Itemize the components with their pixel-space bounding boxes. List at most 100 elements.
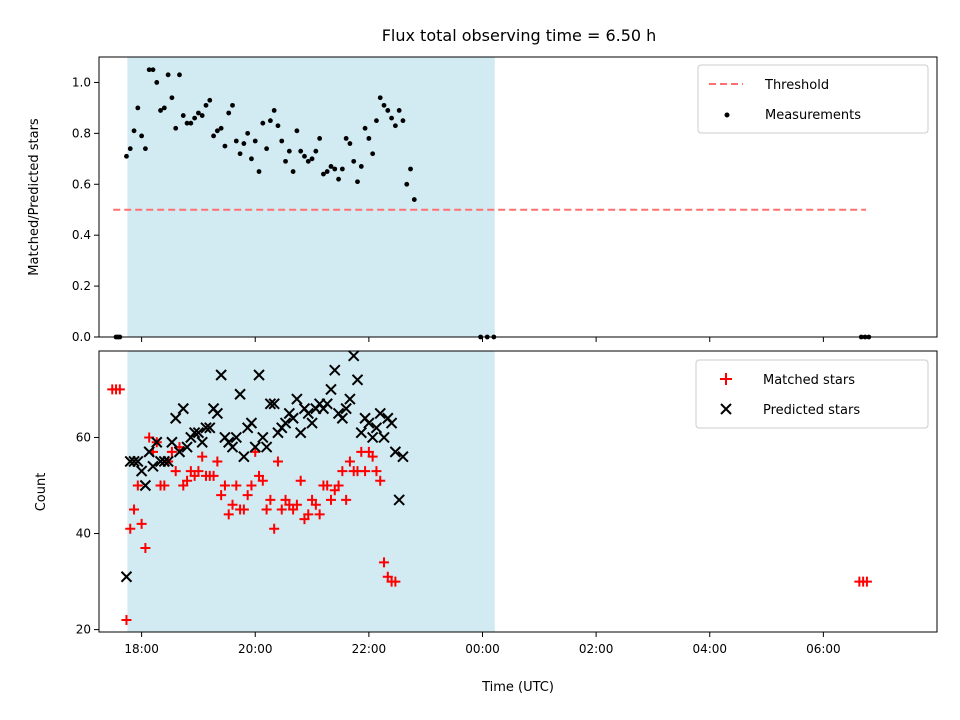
matched-star-point bbox=[238, 504, 249, 515]
measurement-point bbox=[366, 136, 372, 141]
x-tick-label: 22:00 bbox=[352, 642, 387, 656]
predicted-star-point bbox=[200, 422, 212, 434]
measurement-point bbox=[252, 138, 258, 144]
bottom-legend-box bbox=[695, 359, 929, 429]
measurement-point bbox=[203, 102, 209, 108]
predicted-star-point bbox=[158, 455, 171, 468]
measurement-point bbox=[298, 148, 304, 154]
predicted-star-point bbox=[336, 412, 349, 424]
predicted-star-point bbox=[249, 441, 261, 453]
matched-star-point bbox=[182, 475, 193, 486]
legend-matched-swatch bbox=[720, 373, 732, 385]
predicted-star-point bbox=[279, 417, 292, 429]
measurement-point bbox=[139, 133, 145, 139]
bottom-legend: Matched stars Predicted stars bbox=[695, 359, 929, 429]
legend-threshold-label: Threshold bbox=[764, 78, 829, 93]
measurement-point bbox=[188, 120, 194, 126]
matched-star-point bbox=[170, 466, 181, 477]
measurement-point bbox=[271, 108, 277, 113]
measurement-point bbox=[260, 120, 266, 126]
measurement-point bbox=[305, 158, 311, 164]
matched-star-point bbox=[216, 490, 227, 501]
measurement-point bbox=[317, 136, 323, 141]
measurement-point bbox=[218, 125, 224, 131]
top-panel: 0.0 0.2 0.4 0.6 0.8 1.0 Matched/Predicted sta… bbox=[27, 56, 938, 344]
predicted-star-point bbox=[211, 407, 224, 420]
predicted-star-point bbox=[238, 450, 250, 463]
predicted-star-point bbox=[192, 426, 205, 439]
measurement-point bbox=[173, 125, 179, 131]
measurement-point bbox=[275, 123, 281, 129]
matched-star-point bbox=[295, 475, 306, 486]
predicted-star-point bbox=[257, 431, 269, 444]
measurement-point bbox=[207, 97, 213, 103]
legend-measurements-label: Measurements bbox=[765, 108, 861, 123]
matched-star-point bbox=[265, 494, 276, 505]
measurement-point bbox=[230, 102, 235, 108]
predicted-star-point bbox=[344, 393, 356, 405]
matched-star-point bbox=[132, 480, 143, 491]
measurement-point bbox=[389, 115, 394, 121]
measurement-point bbox=[264, 146, 269, 152]
predicted-star-point bbox=[196, 436, 208, 448]
predicted-star-point bbox=[366, 431, 379, 444]
measurement-point bbox=[124, 153, 129, 159]
matched-star-point bbox=[360, 466, 371, 477]
measurement-point bbox=[309, 156, 315, 162]
measurement-point bbox=[404, 181, 410, 187]
matched-star-point bbox=[219, 480, 230, 491]
bottom-y-tick-label: 20 bbox=[76, 623, 91, 637]
matched-star-point bbox=[341, 494, 352, 505]
x-tick-label: 04:00 bbox=[692, 642, 727, 656]
measurement-point bbox=[290, 169, 296, 174]
matched-star-point bbox=[371, 466, 382, 477]
measurement-point bbox=[374, 118, 379, 124]
matched-star-point bbox=[129, 504, 140, 515]
predicted-star-point bbox=[177, 402, 189, 415]
measurement-point bbox=[199, 113, 205, 118]
predicted-star-point bbox=[215, 369, 227, 381]
matched-star-point bbox=[212, 456, 223, 467]
measurement-point bbox=[165, 72, 171, 78]
predicted-star-point bbox=[302, 407, 314, 420]
measurement-point bbox=[351, 158, 357, 164]
predicted-star-point bbox=[169, 412, 182, 424]
matched-star-point bbox=[314, 509, 325, 520]
measurement-point bbox=[241, 141, 247, 146]
measurement-point bbox=[184, 120, 190, 126]
bottom-panel: 20 40 60 18:00 20:00 22:00 00:00 02:00 04:00 06:0… bbox=[34, 350, 938, 695]
measurement-point bbox=[294, 128, 300, 134]
matched-star-point bbox=[375, 475, 386, 486]
predicted-star-point bbox=[132, 455, 144, 468]
x-tick-label: 06:00 bbox=[806, 642, 841, 656]
bottom-plot-frame bbox=[98, 350, 938, 633]
measurement-point bbox=[177, 72, 182, 78]
predicted-star-point bbox=[128, 455, 140, 468]
matched-star-point bbox=[246, 480, 257, 491]
predicted-star-point bbox=[393, 494, 405, 506]
matched-star-point bbox=[333, 480, 344, 491]
matched-star-point bbox=[310, 499, 321, 510]
matched-star-point bbox=[257, 475, 268, 486]
x-tick-label: 00:00 bbox=[465, 642, 500, 656]
predicted-star-point bbox=[397, 450, 409, 463]
top-y-axis-label: Matched/Predicted stars bbox=[27, 118, 42, 276]
matched-star-point bbox=[291, 499, 302, 510]
measurement-point bbox=[358, 164, 364, 169]
top-legend-box bbox=[697, 64, 929, 134]
measurement-point bbox=[249, 156, 254, 162]
matched-star-point bbox=[121, 614, 132, 625]
matched-star-point bbox=[325, 494, 336, 505]
measurement-point bbox=[154, 80, 160, 85]
x-tick-label: 02:00 bbox=[579, 642, 614, 656]
measurement-point bbox=[321, 171, 326, 177]
top-y-tick-label: 0.6 bbox=[72, 177, 91, 191]
x-tick-label: 20:00 bbox=[238, 642, 273, 656]
predicted-star-point bbox=[181, 441, 193, 453]
matched-star-point bbox=[261, 504, 272, 515]
matched-star-point bbox=[193, 466, 204, 477]
measurement-point bbox=[411, 197, 417, 202]
matched-star-point bbox=[227, 499, 238, 510]
measurement-point bbox=[226, 110, 232, 116]
measurement-point bbox=[381, 102, 387, 108]
